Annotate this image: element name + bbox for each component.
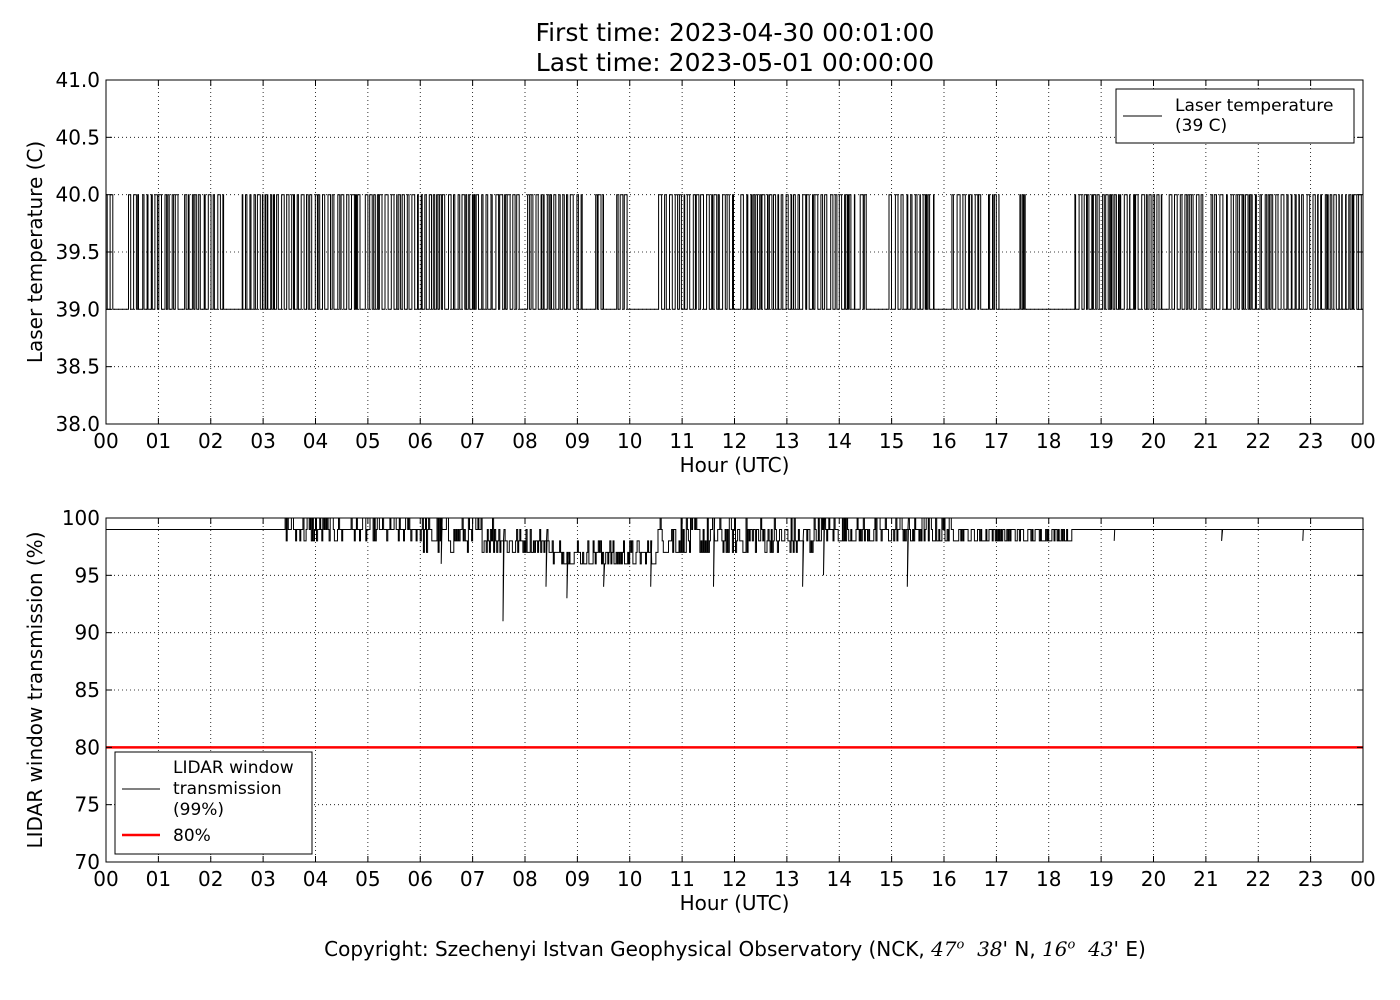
x-axis-label: Hour (UTC) (680, 891, 790, 915)
x-tick-label: 20 (1141, 429, 1166, 453)
longitude-degrees: 16 (1042, 937, 1068, 961)
x-tick-label: 15 (879, 867, 904, 891)
y-tick-label: 95 (75, 563, 100, 587)
x-tick-label: 13 (774, 429, 799, 453)
x-tick-label: 12 (722, 867, 747, 891)
y-tick-label: 38.5 (55, 355, 100, 379)
y-tick-label: 39.0 (55, 297, 100, 321)
chart-title-line1: First time: 2023-04-30 00:01:00 (535, 18, 935, 47)
latitude-direction: N (1014, 937, 1030, 961)
y-axis-label: Laser temperature (C) (23, 141, 47, 363)
x-tick-label: 11 (669, 429, 694, 453)
laser-temperature-plot: 00 01 02 03 04 05 06 07 08 09 10 11 12 13 14 15 16 17 18 19… (23, 68, 1376, 477)
y-tick-label: 39.5 (55, 240, 100, 264)
legend-label-threshold: 80% (173, 826, 211, 846)
y-tick-label: 100 (62, 506, 100, 530)
x-tick-label: 14 (827, 867, 852, 891)
y-axis-label: LIDAR window transmission (%) (23, 532, 47, 849)
legend-label: transmission (173, 779, 282, 799)
x-tick-label: 04 (303, 429, 328, 453)
x-tick-label: 11 (669, 867, 694, 891)
x-tick-label: 01 (146, 867, 171, 891)
x-tick-label: 19 (1088, 867, 1113, 891)
legend-label: (99%) (173, 800, 224, 820)
x-tick-label: 23 (1298, 429, 1323, 453)
x-tick-label: 08 (512, 429, 537, 453)
lidar-transmission-plot: 00 01 02 03 04 05 06 07 08 09 10 11 12 13 14 15 16 17 18 19… (23, 506, 1376, 915)
x-tick-label: 07 (460, 867, 485, 891)
x-tick-label: 00 (93, 429, 118, 453)
y-tick-label: 90 (75, 621, 100, 645)
laser-temperature-line (105, 194, 1363, 310)
grid (106, 518, 1363, 862)
chart-title-line2: Last time: 2023-05-01 00:00:00 (535, 48, 935, 77)
lidar-transmission-line (106, 517, 1364, 622)
copyright-suffix: ) (1138, 937, 1146, 961)
legend: Laser temperature(39 C) (1115, 88, 1355, 144)
x-tick-label: 08 (512, 867, 537, 891)
x-tick-label: 15 (879, 429, 904, 453)
x-tick-label: 09 (565, 867, 590, 891)
x-tick-label: 21 (1193, 867, 1218, 891)
x-tick-label: 01 (146, 429, 171, 453)
latitude-minutes: 38 (977, 937, 1003, 961)
x-tick-label: 19 (1088, 429, 1113, 453)
latitude-minute-symbol: ' (1002, 937, 1009, 961)
x-tick-label: 00 (1350, 867, 1375, 891)
x-tick-label: 13 (774, 867, 799, 891)
y-tick-label: 70 (75, 850, 100, 874)
copyright-footer: Copyright: Szechenyi Istvan Geophysical … (324, 937, 1146, 961)
longitude-direction: E (1125, 937, 1139, 961)
legend-label: (39 C) (1175, 116, 1227, 136)
copyright-text: Copyright: Szechenyi Istvan Geophysical … (324, 937, 932, 961)
y-tick-label: 38.0 (55, 412, 100, 436)
x-tick-label: 17 (984, 867, 1009, 891)
x-tick-label: 02 (198, 867, 223, 891)
x-tick-label: 16 (931, 867, 956, 891)
y-tick-label: 40.5 (55, 125, 100, 149)
x-tick-label: 00 (1350, 429, 1375, 453)
x-tick-label: 14 (827, 429, 852, 453)
x-tick-label: 17 (984, 429, 1009, 453)
x-tick-label: 23 (1298, 867, 1323, 891)
x-tick-label: 18 (1036, 867, 1061, 891)
x-tick-label: 06 (408, 867, 433, 891)
x-tick-label: 22 (1246, 867, 1271, 891)
y-tick-label: 80 (75, 735, 100, 759)
x-tick-label: 00 (93, 867, 118, 891)
x-tick-label: 04 (303, 867, 328, 891)
x-tick-label: 20 (1141, 867, 1166, 891)
x-tick-label: 03 (250, 867, 275, 891)
x-tick-label: 07 (460, 429, 485, 453)
latitude-degree-symbol: o (956, 937, 965, 953)
x-tick-label: 03 (250, 429, 275, 453)
x-tick-label: 16 (931, 429, 956, 453)
x-tick-label: 09 (565, 429, 590, 453)
latitude-degrees: 47 (931, 937, 957, 961)
x-tick-label: 21 (1193, 429, 1218, 453)
x-tick-label: 05 (355, 429, 380, 453)
x-tick-label: 05 (355, 867, 380, 891)
legend-label: LIDAR window (173, 758, 294, 778)
y-tick-label: 85 (75, 678, 100, 702)
longitude-minutes: 43 (1088, 937, 1114, 961)
x-tick-label: 12 (722, 429, 747, 453)
x-axis-label: Hour (UTC) (680, 453, 790, 477)
x-tick-label: 18 (1036, 429, 1061, 453)
x-tick-label: 10 (617, 429, 642, 453)
y-tick-label: 40.0 (55, 183, 100, 207)
y-tick-label: 75 (75, 793, 100, 817)
x-tick-label: 06 (408, 429, 433, 453)
x-tick-label: 22 (1246, 429, 1271, 453)
longitude-minute-symbol: ' (1113, 937, 1120, 961)
x-tick-label: 02 (198, 429, 223, 453)
y-tick-label: 41.0 (55, 68, 100, 92)
x-tick-label: 10 (617, 867, 642, 891)
longitude-degree-symbol: o (1067, 937, 1076, 953)
legend-box (114, 751, 313, 855)
legend-label: Laser temperature (1175, 96, 1333, 116)
